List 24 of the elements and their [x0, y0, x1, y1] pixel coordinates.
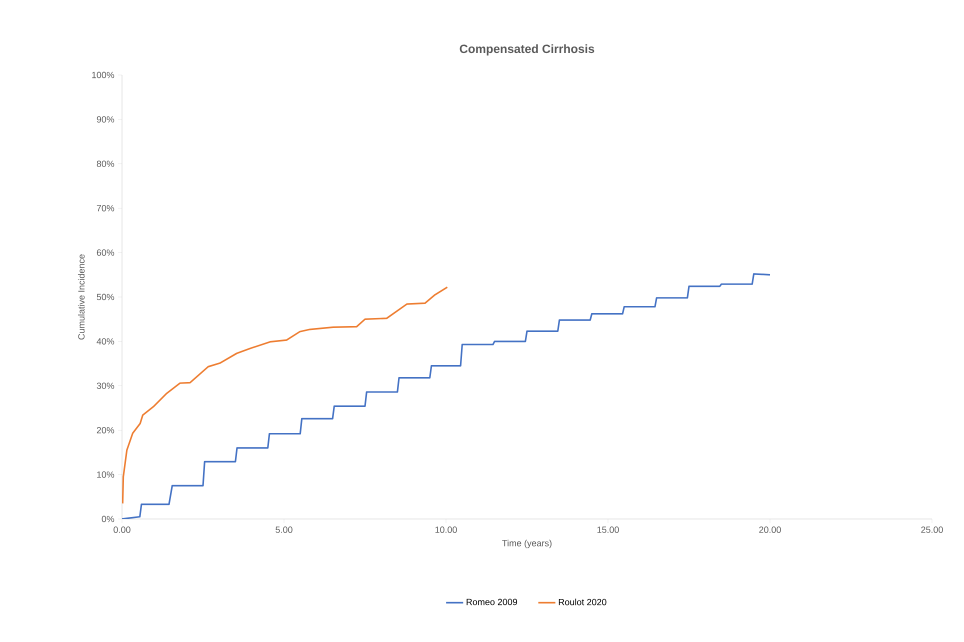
- y-tick-label: 40%: [96, 338, 114, 345]
- x-tick-label: 5.00: [276, 526, 292, 533]
- y-tick-label: 50%: [96, 294, 114, 300]
- y-tick-label: 20%: [96, 427, 114, 434]
- line-series: [122, 286, 448, 504]
- y-tick-label: 30%: [96, 382, 114, 389]
- y-tick-label: 100%: [92, 72, 114, 78]
- legend-label: Roulot 2020: [558, 598, 606, 606]
- legend-label: Romeo 2009: [466, 598, 518, 606]
- chart-title: Compensated Cirrhosis: [460, 44, 594, 56]
- y-tick-label: 90%: [96, 116, 114, 123]
- x-tick-label: 10.00: [435, 526, 457, 533]
- y-tick-label: 60%: [96, 249, 114, 256]
- x-tick-label: 15.00: [597, 526, 619, 533]
- y-tick-label: 10%: [97, 471, 114, 478]
- x-tick-label: 0.00: [114, 526, 130, 533]
- x-axis-title: Time (years): [502, 540, 552, 548]
- line-series: [122, 273, 771, 519]
- x-tick-label: 20.00: [759, 526, 781, 533]
- y-tick-label: 70%: [96, 205, 114, 212]
- y-tick-label: 0%: [102, 516, 114, 522]
- y-tick-label: 80%: [96, 160, 114, 167]
- x-tick-label: 25.00: [921, 526, 943, 533]
- y-axis-title: Cumulative Incidence: [78, 254, 85, 340]
